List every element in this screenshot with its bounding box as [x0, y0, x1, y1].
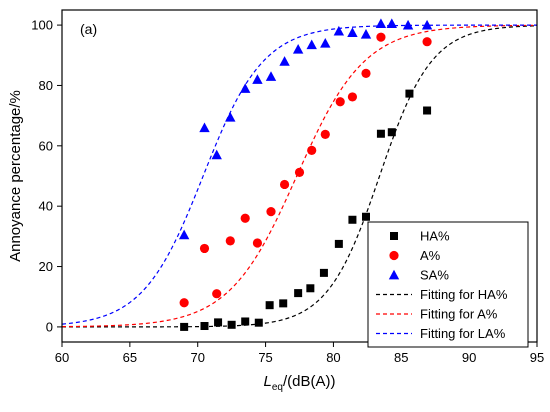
x-axis-title-sub: eq — [272, 382, 283, 393]
data-point-ha-pct — [214, 318, 223, 327]
legend-label: Fitting for LA% — [420, 326, 506, 341]
x-tick-label: 65 — [123, 350, 137, 365]
plot-layer — [62, 18, 537, 331]
data-point-a-pct — [179, 298, 189, 308]
data-point-sa-pct — [421, 19, 433, 30]
x-tick-label: 95 — [530, 350, 544, 365]
legend: HA% A% SA% Fitting for HA% Fitting for A% Fit… — [367, 221, 529, 348]
data-point-ha-pct — [319, 268, 328, 277]
y-tick-label: 100 — [31, 18, 53, 33]
data-point-ha-pct — [265, 301, 274, 310]
data-point-a-pct — [294, 167, 305, 177]
x-tick-label: 70 — [190, 350, 204, 365]
axes-layer: 60 65 70 75 80 85 90 95 0 20 40 60 80 100 — [31, 18, 544, 365]
y-tick-label: 60 — [39, 138, 53, 153]
data-point-ha-pct — [348, 215, 357, 224]
data-point-sa-pct — [306, 39, 317, 50]
x-tick-label: 80 — [326, 350, 340, 365]
data-point-a-pct — [252, 238, 263, 248]
data-point-sa-pct — [252, 74, 263, 84]
data-point-ha-pct — [376, 129, 385, 138]
data-point-a-pct — [361, 68, 371, 78]
data-point-ha-pct — [387, 128, 396, 137]
data-point-a-pct — [320, 129, 330, 139]
data-point-sa-pct — [178, 229, 190, 240]
data-point-sa-pct — [333, 25, 345, 36]
data-point-ha-pct — [423, 106, 432, 115]
fit-curve-fitting-for-la-pct — [62, 24, 537, 325]
x-tick-label: 90 — [462, 350, 476, 365]
data-point-a-pct — [212, 289, 222, 299]
data-point-ha-pct — [306, 284, 315, 293]
data-point-a-pct — [335, 97, 345, 107]
legend-label: HA% — [420, 229, 450, 244]
data-point-sa-pct — [360, 28, 372, 39]
fit-curve-fitting-for-ha-pct — [62, 25, 537, 328]
data-point-sa-pct — [199, 122, 210, 133]
legend-marker — [389, 250, 399, 261]
data-point-ha-pct — [279, 299, 288, 308]
data-point-ha-pct — [294, 289, 303, 298]
data-point-sa-pct — [347, 27, 358, 38]
data-points — [178, 18, 433, 331]
data-point-sa-pct — [279, 56, 290, 66]
data-point-sa-pct — [225, 111, 236, 122]
data-point-a-pct — [225, 236, 235, 246]
data-point-ha-pct — [362, 212, 370, 221]
data-point-sa-pct — [211, 149, 222, 160]
x-tick-label: 85 — [394, 350, 408, 365]
data-point-sa-pct — [386, 18, 397, 29]
data-point-a-pct — [240, 213, 250, 223]
legend-marker — [390, 232, 398, 240]
data-point-sa-pct — [375, 18, 387, 29]
data-point-ha-pct — [200, 322, 209, 331]
x-axis-title-main: L — [264, 373, 272, 390]
legend-label: SA% — [420, 268, 449, 283]
data-point-a-pct — [376, 32, 386, 42]
plot-frame — [61, 9, 538, 343]
y-tick-label: 80 — [39, 78, 53, 93]
x-tick-label: 60 — [55, 350, 69, 365]
legend-label: Fitting for A% — [420, 307, 498, 322]
data-point-a-pct — [347, 92, 358, 102]
panel-label: (a) — [80, 21, 97, 37]
legend-label: A% — [420, 248, 441, 263]
data-point-ha-pct — [254, 318, 263, 327]
data-point-ha-pct — [334, 239, 343, 248]
legend-marker — [388, 269, 400, 280]
legend-box — [367, 221, 529, 348]
legend-label: Fitting for HA% — [420, 287, 508, 302]
y-axis-title: Annoyance percentage/% — [7, 90, 24, 262]
x-axis-title: Leq/(dB(A)) — [264, 373, 336, 393]
y-tick-label: 40 — [39, 199, 53, 214]
data-point-sa-pct — [265, 71, 277, 81]
data-point-sa-pct — [240, 83, 251, 93]
data-point-a-pct — [307, 145, 317, 155]
data-point-ha-pct — [227, 320, 236, 329]
x-tick-label: 75 — [258, 350, 272, 365]
data-point-ha-pct — [241, 317, 250, 326]
data-point-a-pct — [266, 207, 276, 217]
data-point-ha-pct — [180, 322, 189, 331]
x-axis-title-rest: /(dB(A)) — [283, 373, 336, 390]
y-tick-label: 20 — [39, 259, 53, 274]
data-point-a-pct — [279, 179, 290, 190]
data-point-a-pct — [422, 37, 432, 47]
data-point-sa-pct — [292, 44, 304, 54]
data-point-a-pct — [199, 243, 210, 254]
data-point-sa-pct — [320, 38, 331, 48]
y-tick-label: 0 — [46, 319, 53, 334]
data-point-sa-pct — [402, 19, 414, 30]
data-point-ha-pct — [405, 89, 414, 98]
